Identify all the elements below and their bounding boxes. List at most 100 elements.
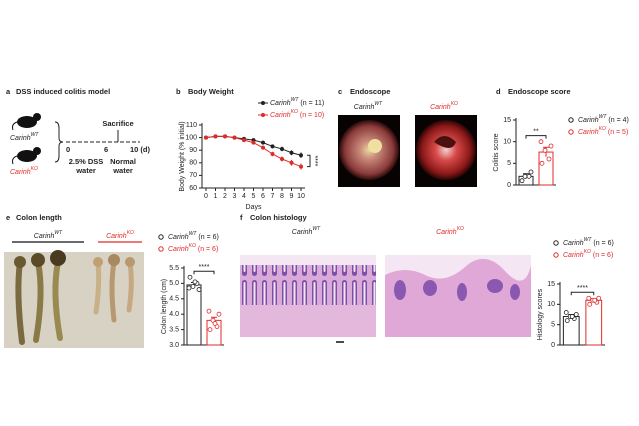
data-point xyxy=(207,327,213,333)
legend-n: (n = 6) xyxy=(198,246,218,253)
x-tick-label: 5 xyxy=(252,193,256,200)
marker xyxy=(213,134,218,139)
x-tick-label: 7 xyxy=(271,193,275,200)
data-point xyxy=(539,160,545,166)
marker xyxy=(270,144,275,149)
x-axis-label: Days xyxy=(246,204,262,211)
label-base: Carinh xyxy=(106,233,127,240)
marker xyxy=(289,160,294,165)
y-tick-label: 100 xyxy=(185,134,197,141)
colon-photo xyxy=(4,252,144,348)
legend-label: CarinhKO (n = 6) xyxy=(563,249,613,259)
legend-sup: KO xyxy=(291,109,298,115)
data-point xyxy=(592,297,598,303)
legend-sup: WT xyxy=(189,231,198,237)
y-tick-label: 0 xyxy=(507,182,511,189)
annotation: **** xyxy=(199,264,210,271)
label-base: Carinh xyxy=(436,229,457,236)
legend-n: (n = 10) xyxy=(300,112,324,119)
chart-title: Endoscope score xyxy=(508,87,571,96)
x-tick-label: 2 xyxy=(223,193,227,200)
panel-title: Colon histology xyxy=(250,213,307,222)
legend-label: CarinhKO (n = 5) xyxy=(578,126,628,136)
legend-n: (n = 4) xyxy=(608,117,628,124)
data-point xyxy=(212,321,218,326)
y-tick-label: 15 xyxy=(547,281,555,288)
sig-bracket xyxy=(193,270,215,275)
panel-letter: b xyxy=(176,87,181,96)
legend-n: (n = 6) xyxy=(593,252,613,259)
marker xyxy=(223,134,227,139)
brace xyxy=(54,121,64,163)
y-tick-label: 4.5 xyxy=(169,296,179,303)
endoscope-view xyxy=(416,120,476,180)
data-point xyxy=(186,285,192,291)
legend-sup: WT xyxy=(599,114,608,120)
day-label: 0 xyxy=(66,145,70,154)
y-axis-label: Histology scores xyxy=(537,288,544,340)
marker xyxy=(204,135,208,140)
annotation: ** xyxy=(533,129,539,136)
y-tick-label: 5.5 xyxy=(169,265,179,272)
y-tick-label: 3.5 xyxy=(169,326,179,333)
day-label: 10 (d) xyxy=(130,145,151,154)
y-tick-label: 60 xyxy=(189,185,197,192)
legend-name: Carinh xyxy=(168,234,189,241)
data-point xyxy=(190,284,196,289)
marker xyxy=(270,151,275,156)
data-point xyxy=(573,312,579,317)
phase-label: Normal xyxy=(110,157,136,166)
legend-label: CarinhWT (n = 4) xyxy=(578,114,629,124)
photo-label: CarinhKO xyxy=(436,226,464,236)
sig-bracket xyxy=(570,291,595,296)
photo-label: CarinhKO xyxy=(106,230,134,240)
label-sup: KO xyxy=(31,166,38,172)
data-point xyxy=(192,279,198,285)
sig-bracket xyxy=(525,135,547,139)
y-tick-label: 5 xyxy=(507,160,511,167)
legend-name: Carinh xyxy=(578,117,599,124)
label-base: Carinh xyxy=(10,135,31,142)
marker xyxy=(289,150,294,155)
data-point xyxy=(187,274,193,280)
label-sup: WT xyxy=(374,101,383,107)
endoscope-view xyxy=(339,120,399,180)
legend-marker xyxy=(568,129,574,135)
legend-label: CarinhWT (n = 6) xyxy=(563,237,614,247)
data-point xyxy=(596,295,602,301)
legend-name: Carinh xyxy=(168,246,189,253)
panel-letter: c xyxy=(338,87,342,96)
data-point xyxy=(522,173,528,179)
legend-label: CarinhKO (n = 10) xyxy=(270,109,324,119)
y-tick-label: 90 xyxy=(189,147,197,154)
y-tick-label: 10 xyxy=(503,139,511,146)
label-base: Carinh xyxy=(430,104,451,111)
data-point xyxy=(528,169,534,175)
phase-label: water xyxy=(112,166,133,175)
marker xyxy=(232,135,237,140)
panel-letter: a xyxy=(6,87,11,96)
legend-label: CarinhWT (n = 6) xyxy=(168,231,219,241)
y-tick-label: 0 xyxy=(551,342,555,349)
legend-label: CarinhWT (n = 11) xyxy=(270,97,324,107)
y-tick-label: 3.0 xyxy=(169,342,179,349)
x-tick-label: 1 xyxy=(214,193,218,200)
marker xyxy=(261,145,265,150)
y-tick-label: 70 xyxy=(189,172,197,179)
lumen xyxy=(368,139,382,153)
legend-name: Carinh xyxy=(270,100,291,107)
marker xyxy=(280,146,284,151)
marker xyxy=(242,138,246,143)
panel-title: Endoscope xyxy=(350,87,390,96)
legend-label: CarinhKO (n = 6) xyxy=(168,243,218,253)
data-point xyxy=(564,318,570,324)
data-point xyxy=(563,310,569,315)
panel-letter: e xyxy=(6,213,10,222)
data-point xyxy=(526,173,532,179)
legend-n: (n = 6) xyxy=(198,234,218,241)
label-base: Carinh xyxy=(34,233,55,240)
y-tick-label: 110 xyxy=(186,122,197,129)
data-point xyxy=(519,178,525,184)
bar xyxy=(186,284,202,346)
